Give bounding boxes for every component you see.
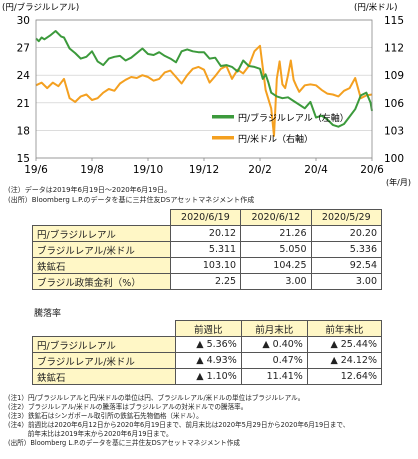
x-tick-label: 19/6 (24, 164, 48, 176)
table-cell: ▲ 25.44% (306, 336, 383, 353)
x-tick-label: 19/10 (133, 164, 163, 176)
table-row: 円/ブラジルレアル ▲ 5.36% ▲ 0.40% ▲ 25.44% (32, 336, 383, 353)
x-axis-ticks: 19/6 19/8 19/10 19/12 20/2 20/4 20/6 (24, 158, 384, 176)
y-left-tick-label: 27 (17, 43, 30, 55)
table-cell: 11.41% (240, 368, 308, 385)
x-tick-label: 19/12 (189, 164, 219, 176)
table-cell: 2.25 (169, 273, 242, 290)
price-table-header: 2020/6/19 2020/6/12 2020/5/29 (32, 209, 383, 226)
footnote: 前年末比は2019年末から2020年6月19日まで。 (8, 430, 173, 438)
price-table: 2020/6/19 2020/6/12 2020/5/29 円/ブラジルレアル … (32, 209, 383, 290)
plot-frame (35, 19, 373, 159)
series-line-jpy-brl (35, 30, 373, 128)
table-cell: ▲ 1.10% (174, 368, 242, 385)
footnote: (出所）Bloomberg L.P.のデータを基に三井住友DSアセットマネジメン… (8, 439, 240, 447)
y-right-tick-label: 100 (384, 153, 404, 165)
table-cell: ▲ 24.12% (306, 352, 383, 369)
y-left-tick-label: 24 (17, 70, 31, 82)
x-tick-label: 20/2 (248, 164, 272, 176)
y-left-tick-label: 21 (17, 98, 30, 110)
y-right-tick-label: 103 (384, 125, 404, 137)
change-col-header: 前年末比 (306, 320, 383, 337)
change-table-corner (32, 320, 176, 337)
table-cell: 5.050 (240, 241, 312, 258)
table-row: 鉄鉱石 ▲ 1.10% 11.41% 12.64% (32, 368, 383, 385)
table-cell: 5.311 (169, 241, 242, 258)
change-col-header: 前週比 (174, 320, 242, 337)
row-label: ブラジルレアル/米ドル (32, 352, 176, 369)
chart-legend: 円/ブラジルレアル（左軸） 円/米ドル（右軸） (212, 112, 349, 145)
y-right-axis-label: (円/米ドル) (354, 2, 398, 13)
price-col-header: 2020/6/12 (240, 209, 312, 226)
change-col-header: 前月末比 (240, 320, 308, 337)
price-col-header: 2020/5/29 (310, 209, 383, 226)
row-label: ブラジル政策金利（%） (32, 273, 171, 290)
row-label: 円/ブラジルレアル (32, 225, 171, 242)
table-cell: ▲ 4.93% (174, 352, 242, 369)
table-cell: 3.00 (240, 273, 312, 290)
row-label: 円/ブラジルレアル (32, 336, 176, 353)
table-cell: 104.25 (240, 257, 312, 274)
table-cell: 5.336 (310, 241, 383, 258)
row-label: 鉄鉱石 (32, 257, 171, 274)
price-col-header: 2020/6/19 (169, 209, 242, 226)
table-row: ブラジルレアル/米ドル 5.311 5.050 5.336 (32, 241, 383, 258)
y-right-tick-label: 106 (384, 98, 404, 110)
row-label: 鉄鉱石 (32, 368, 176, 385)
footnote: (注1）円/ブラジルレアルと円/米ドルの単位は円、ブラジルレアル/米ドルの単位は… (8, 394, 305, 402)
y-right-tick-label: 115 (384, 15, 404, 27)
y-left-tick-label: 30 (17, 15, 30, 27)
table-row: ブラジル政策金利（%） 2.25 3.00 3.00 (32, 273, 383, 290)
legend-swatch-usd (212, 136, 234, 140)
legend-swatch-brl (212, 115, 234, 119)
footnote: (注2）ブラジルレアル/米ドルの騰落率はブラジルレアルの対米ドルでの騰落率。 (8, 403, 248, 411)
table-cell: 0.47% (240, 352, 308, 369)
change-table: 前週比 前月末比 前年末比 円/ブラジルレアル ▲ 5.36% ▲ 0.40% … (32, 320, 383, 385)
x-tick-label: 19/8 (80, 164, 104, 176)
table-cell: 21.26 (240, 225, 312, 242)
fx-line-chart: 15 18 21 24 27 30 100 103 106 109 112 115 19/6 19/8… (2, 2, 411, 187)
table-row: ブラジルレアル/米ドル ▲ 4.93% 0.47% ▲ 24.12% (32, 352, 383, 369)
table-cell: ▲ 0.40% (240, 336, 308, 353)
change-table-header: 前週比 前月末比 前年末比 (32, 320, 383, 337)
price-table-corner (32, 209, 171, 226)
table-row: 円/ブラジルレアル 20.12 21.26 20.20 (32, 225, 383, 242)
table-cell: 103.10 (169, 257, 242, 274)
row-label: ブラジルレアル/米ドル (32, 241, 171, 258)
footnote: (注3）鉄鉱石はシンガポール取引所の鉄鉱石先物価格（米ドル）。 (8, 412, 203, 420)
y-right-tick-label: 109 (384, 70, 404, 82)
table-cell: 20.12 (169, 225, 242, 242)
table-cell: ▲ 5.36% (174, 336, 242, 353)
series-lines (35, 30, 373, 137)
table-cell: 12.64% (306, 368, 383, 385)
x-tick-label: 20/6 (360, 164, 384, 176)
legend-label-usd: 円/米ドル（右軸） (238, 133, 313, 145)
y-left-axis-label: (円/ブラジルレアル) (2, 2, 79, 13)
x-axis-unit: (年/月) (386, 177, 411, 187)
y-left-tick-label: 18 (17, 125, 30, 137)
table-row: 鉄鉱石 103.10 104.25 92.54 (32, 257, 383, 274)
series-line-jpy-usd (35, 44, 373, 137)
x-tick-label: 20/4 (304, 164, 328, 176)
table-cell: 20.20 (310, 225, 383, 242)
right-axis-ticks: 100 103 106 109 112 115 (384, 15, 404, 165)
table-cell: 92.54 (310, 257, 383, 274)
y-left-tick-label: 15 (17, 153, 30, 165)
chart-note: (注）データは2019年6月19日～2020年6月19日。 (8, 186, 172, 194)
chart-source: (出所）Bloomberg L.P.のデータを基に三井住友DSアセットマネジメン… (8, 196, 255, 204)
section-label-change: 騰落率 (34, 309, 62, 319)
left-axis-ticks: 15 18 21 24 27 30 (17, 15, 31, 165)
y-right-tick-label: 112 (384, 43, 404, 55)
table-cell: 3.00 (310, 273, 383, 290)
footnote: (注4）前週比は2020年6月12日から2020年6月19日まで、前月末比は20… (8, 421, 350, 429)
legend-label-brl: 円/ブラジルレアル（左軸） (238, 112, 349, 124)
